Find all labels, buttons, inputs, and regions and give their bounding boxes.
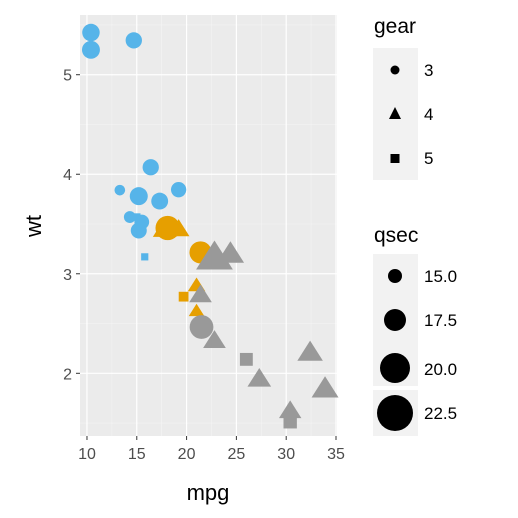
gear-legend-title: gear [374, 15, 416, 38]
data-point-circle [142, 159, 159, 176]
data-point-circle [82, 23, 100, 42]
data-point-triangle [297, 340, 323, 361]
x-tick-label: 10 [78, 446, 96, 463]
legend-label-gear-5: 5 [424, 149, 433, 168]
data-point-triangle [167, 219, 190, 237]
y-tick-label: 5 [63, 68, 72, 85]
legend-label-qsec-4: 22.5 [424, 404, 457, 423]
legend-label-gear-4: 4 [424, 105, 433, 124]
data-point-circle [170, 182, 187, 198]
data-point-circle [81, 40, 100, 59]
legend-circle-icon [390, 65, 400, 75]
qsec-legend-title: qsec [374, 224, 418, 247]
plot-panel [80, 15, 337, 436]
legend-label-gear-3: 3 [424, 61, 433, 80]
legend-size-circle-icon [388, 269, 402, 283]
data-point-triangle [189, 284, 212, 303]
legend-square-icon [390, 154, 400, 163]
data-point-circle [151, 192, 169, 210]
x-tick-label: 35 [327, 446, 345, 463]
data-point-circle [189, 315, 214, 339]
grid-lines [80, 15, 337, 436]
legend-label-qsec-1: 15.0 [424, 267, 457, 286]
data-point-triangle [216, 241, 245, 263]
data-point-triangle [247, 367, 272, 387]
data-point-circle [123, 211, 136, 223]
data-point-square [239, 352, 253, 366]
data-point-square [141, 253, 149, 261]
x-tick-label: 30 [277, 446, 295, 463]
y-axis-title: wt [21, 215, 46, 238]
legend-size-circle-icon [377, 395, 413, 431]
legend-size-circle-icon [380, 353, 410, 383]
y-tick-label: 2 [63, 366, 72, 383]
data-point-circle [125, 32, 142, 49]
gear-legend: gear 3 4 5 [373, 15, 433, 180]
data-point-triangle [278, 400, 302, 419]
x-tick-label: 25 [227, 446, 245, 463]
y-tick-label: 4 [63, 167, 72, 184]
data-points [81, 23, 339, 429]
x-tick-label: 15 [128, 446, 146, 463]
data-point-triangle [188, 303, 205, 317]
y-axis: 2 3 4 5 [63, 68, 80, 383]
x-tick-label: 20 [178, 446, 196, 463]
qsec-legend: qsec 15.0 17.5 20.0 22.5 [373, 224, 457, 436]
data-point-square [283, 415, 297, 429]
data-point-square [178, 291, 189, 302]
x-axis-title: mpg [187, 480, 230, 505]
data-point-circle [129, 187, 148, 206]
data-point-circle [114, 184, 126, 196]
legend-label-qsec-3: 20.0 [424, 360, 457, 379]
data-point-triangle [203, 330, 226, 349]
legend-triangle-icon [389, 107, 401, 119]
data-point-square [133, 213, 141, 221]
legend-label-qsec-2: 17.5 [424, 311, 457, 330]
legend-size-circle-icon [384, 309, 406, 331]
y-tick-label: 3 [63, 267, 72, 284]
x-axis: 10 15 20 25 30 35 [78, 436, 345, 463]
data-point-triangle [311, 376, 339, 398]
